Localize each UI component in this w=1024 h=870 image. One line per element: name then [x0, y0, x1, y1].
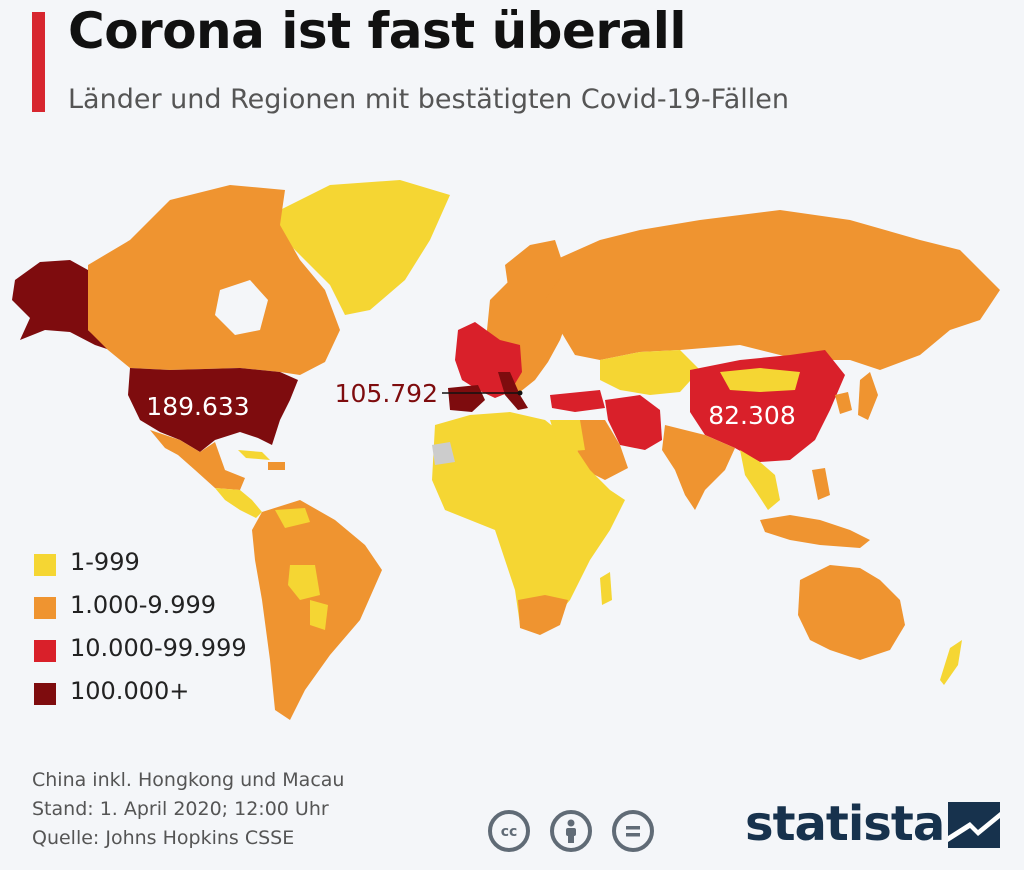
map-region-paraguay: [310, 600, 328, 630]
note-china: China inkl. Hongkong und Macau: [32, 769, 345, 791]
page-subtitle: Länder und Regionen mit bestätigten Covi…: [68, 84, 790, 115]
map-region-egypt: [550, 420, 585, 452]
map-region-hispaniola: [268, 462, 285, 470]
map-region-venezuela: [275, 508, 310, 528]
map-region-indonesia: [760, 515, 870, 548]
footer-notes: China inkl. Hongkong und Macau Stand: 1.…: [32, 766, 344, 853]
callout-italy-cases: 105.792: [335, 379, 438, 408]
legend-swatch: [34, 554, 56, 576]
legend-label: 10.000-99.999: [70, 634, 247, 662]
map-region-mexico: [150, 430, 245, 490]
legend-label: 100.000+: [70, 677, 190, 705]
map-region-india: [662, 425, 735, 510]
map-region-australia: [798, 565, 905, 660]
map-region-central-america: [215, 488, 262, 518]
map-region-spain: [448, 385, 485, 412]
map-region-korea: [835, 392, 852, 414]
map-region-arabia: [575, 420, 628, 480]
map-region-africa: [432, 412, 625, 630]
map-region-alaska: [12, 260, 110, 350]
brand-mark-icon: [948, 802, 1000, 848]
legend-swatch: [34, 683, 56, 705]
legend-swatch: [34, 597, 56, 619]
legend-label: 1.000-9.999: [70, 591, 217, 619]
map-region-south-africa: [518, 595, 568, 635]
map-region-iran: [605, 395, 662, 450]
page-title: Corona ist fast überall: [68, 2, 687, 60]
map-region-turkey: [550, 390, 605, 412]
legend-swatch: [34, 640, 56, 662]
map-region-scandinavia: [505, 240, 565, 315]
attribution-icon[interactable]: [550, 810, 592, 852]
map-region-italy: [498, 372, 528, 410]
map-region-canada: [88, 185, 340, 375]
person-glyph: [566, 819, 576, 843]
equals-glyph: [626, 826, 640, 837]
statista-logo[interactable]: statista: [745, 796, 1005, 856]
map-region-western-sahara: [432, 442, 455, 465]
map-region-greenland: [275, 180, 450, 315]
map-region-mongolia: [720, 368, 800, 392]
world-map: 189.633 105.792 82.308: [12, 180, 1000, 720]
map-region-kazakhstan: [600, 350, 700, 395]
map-region-madagascar: [600, 572, 612, 605]
map-region-japan: [858, 372, 878, 420]
map-region-cuba: [238, 450, 270, 460]
map-region-southeast-asia: [740, 450, 780, 510]
cc-glyph: cc: [501, 824, 518, 840]
no-derivatives-icon[interactable]: [612, 810, 654, 852]
map-region-new-zealand: [940, 640, 962, 685]
italy-leader-dot: [517, 390, 523, 396]
callout-usa-cases: 189.633: [146, 392, 249, 421]
map-region-bolivia: [288, 565, 320, 600]
note-date: Stand: 1. April 2020; 12:00 Uhr: [32, 798, 329, 820]
cc-icon[interactable]: cc: [488, 810, 530, 852]
map-region-usa: [128, 368, 298, 452]
map-region-russia: [555, 210, 1000, 370]
brand-wordmark: statista: [745, 796, 945, 852]
title-accent-bar: [32, 12, 45, 112]
map-region-philippines: [812, 468, 830, 500]
svg-text:cc: cc: [501, 824, 518, 840]
map-water-hudson-bay: [215, 280, 268, 335]
callout-china-cases: 82.308: [708, 401, 795, 430]
legend-label: 1-999: [70, 548, 140, 576]
source-note: Quelle: Johns Hopkins CSSE: [32, 827, 295, 849]
